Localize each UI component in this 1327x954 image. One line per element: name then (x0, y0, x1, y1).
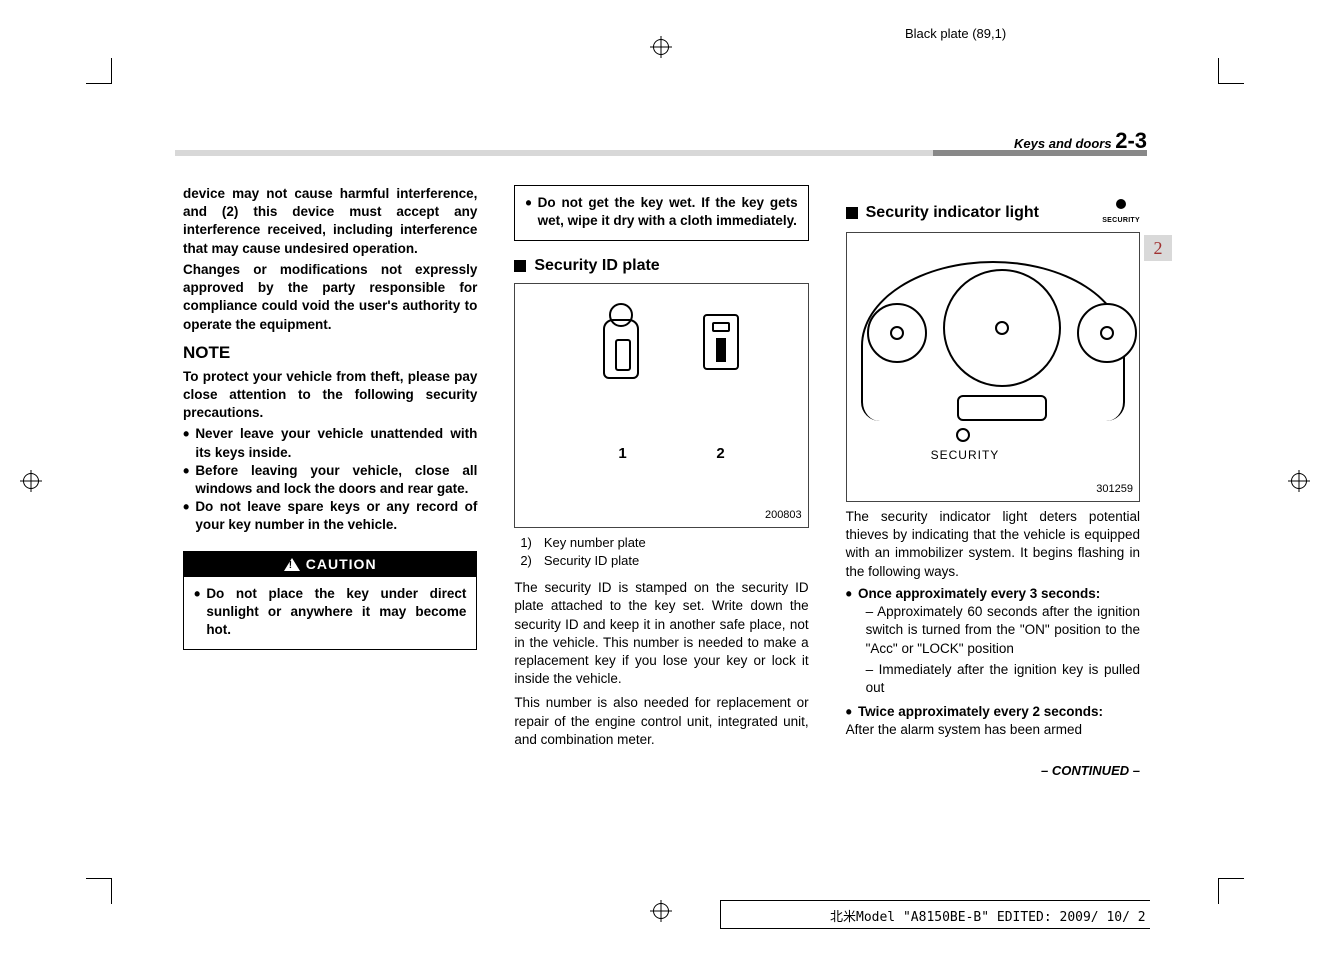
col3-bullet-2: • Twice approximately every 2 seconds: (846, 703, 1140, 721)
col3-para2: After the alarm system has been armed (846, 721, 1140, 739)
col2-para2: This number is also needed for replaceme… (514, 694, 808, 749)
security-id-title: Security ID plate (534, 255, 659, 277)
note-bullet-3: • Do not leave spare keys or any record … (183, 498, 477, 534)
footer-model-text: 北米Model "A8150BE-B" EDITED: 2009/ 10/ 2 (830, 906, 1146, 925)
figure-security-id-plate: 1 2 200803 (514, 283, 808, 528)
caption-2: 2) Security ID plate (520, 552, 808, 570)
col3-para1: The security indicator light deters pote… (846, 508, 1140, 581)
col1-para1: device may not cause harmful interferenc… (183, 185, 477, 258)
col3-dash-1: – Approximately 60 seconds after the ign… (866, 603, 1140, 658)
caution-bullet-1-text: Do not place the key under direct sunlig… (206, 585, 466, 640)
wet-key-box: • Do not get the key wet. If the key get… (514, 185, 808, 241)
gauge-right-icon (1077, 303, 1137, 363)
col3-dash-2: – Immediately after the ignition key is … (866, 661, 1140, 697)
security-label: SECURITY (931, 447, 1000, 463)
security-light-subhead: Security indicator light SECURITY (846, 199, 1140, 226)
col3-bullet-2-text: Twice approximately every 2 seconds: (858, 703, 1103, 721)
caution-banner: CAUTION (184, 552, 476, 577)
figure-label-1: 1 (618, 444, 626, 464)
bullet-dot-icon: • (183, 498, 189, 516)
header-rule (175, 150, 1147, 156)
caption-2-num: 2) (520, 552, 532, 570)
key-fob-icon (603, 319, 639, 379)
note-bullet-3-text: Do not leave spare keys or any record of… (195, 498, 477, 534)
content-columns: device may not cause harmful interferenc… (183, 185, 1140, 782)
figure-dashboard: SECURITY 301259 (846, 232, 1140, 502)
warning-triangle-icon (284, 558, 300, 571)
registration-mark-icon (650, 900, 672, 922)
column-divider (827, 185, 828, 782)
caption-2-text: Security ID plate (544, 552, 639, 570)
figure-id: 200803 (765, 508, 802, 523)
plate-label: Black plate (89,1) (905, 26, 1006, 41)
column-divider (495, 185, 496, 782)
column-3: Security indicator light SECURITY SECURI… (846, 185, 1140, 782)
caption-1-text: Key number plate (544, 534, 646, 552)
col1-para2: Changes or modifications not expressly a… (183, 261, 477, 334)
column-2: • Do not get the key wet. If the key get… (514, 185, 808, 782)
square-bullet-icon (514, 260, 526, 272)
crop-mark-icon (86, 878, 112, 904)
wet-key-bullet: • Do not get the key wet. If the key get… (525, 194, 797, 230)
caption-1: 1) Key number plate (520, 534, 808, 552)
dashboard-drawing: SECURITY (861, 253, 1125, 465)
bullet-dot-icon: • (525, 194, 531, 212)
gauge-left-icon (867, 303, 927, 363)
bullet-dot-icon: • (183, 425, 189, 443)
caution-title: CAUTION (306, 556, 377, 572)
section-tab: 2 (1144, 235, 1172, 261)
crop-mark-icon (1218, 58, 1244, 84)
bullet-dot-icon: • (194, 585, 200, 603)
note-bullet-2: • Before leaving your vehicle, close all… (183, 462, 477, 498)
figure-caption-list: 1) Key number plate 2) Security ID plate (520, 534, 808, 569)
security-dot-icon (956, 428, 970, 442)
id-plate-icon (703, 314, 739, 370)
note-bullet-1-text: Never leave your vehicle unattended with… (195, 425, 477, 461)
caption-1-num: 1) (520, 534, 532, 552)
security-indicator-icon: SECURITY (1102, 199, 1140, 226)
footer-rule (720, 900, 1150, 901)
caution-box: CAUTION • Do not place the key under dir… (183, 551, 477, 651)
security-icon-label: SECURITY (1102, 217, 1140, 224)
lcd-icon (957, 395, 1047, 421)
security-id-subhead: Security ID plate (514, 255, 808, 277)
caution-bullet-1: • Do not place the key under direct sunl… (194, 585, 466, 640)
note-heading: NOTE (183, 342, 477, 365)
bullet-dot-icon: • (183, 462, 189, 480)
security-light-title: Security indicator light (866, 202, 1039, 224)
figure-label-2: 2 (716, 444, 724, 464)
note-bullet-1: • Never leave your vehicle unattended wi… (183, 425, 477, 461)
col2-para1: The security ID is stamped on the securi… (514, 579, 808, 688)
col3-bullet-1: • Once approximately every 3 seconds: (846, 585, 1140, 603)
note-intro: To protect your vehicle from theft, plea… (183, 368, 477, 423)
continued-label: – CONTINUED – (846, 762, 1140, 780)
header-section: Keys and doors (1014, 136, 1112, 151)
footer-rule (720, 928, 1150, 929)
footer-rule (720, 900, 721, 928)
wet-key-text: Do not get the key wet. If the key gets … (538, 194, 798, 230)
bullet-dot-icon: • (846, 703, 852, 721)
note-bullet-2-text: Before leaving your vehicle, close all w… (195, 462, 477, 498)
bullet-dot-icon: • (846, 585, 852, 603)
gauge-center-icon (943, 269, 1061, 387)
col3-bullet-1-text: Once approximately every 3 seconds: (858, 585, 1100, 603)
square-bullet-icon (846, 207, 858, 219)
column-1: device may not cause harmful interferenc… (183, 185, 477, 782)
figure-id: 301259 (1096, 482, 1133, 497)
registration-mark-icon (20, 470, 42, 492)
crop-mark-icon (1218, 878, 1244, 904)
registration-mark-icon (1288, 470, 1310, 492)
crop-mark-icon (86, 58, 112, 84)
registration-mark-icon (650, 36, 672, 58)
